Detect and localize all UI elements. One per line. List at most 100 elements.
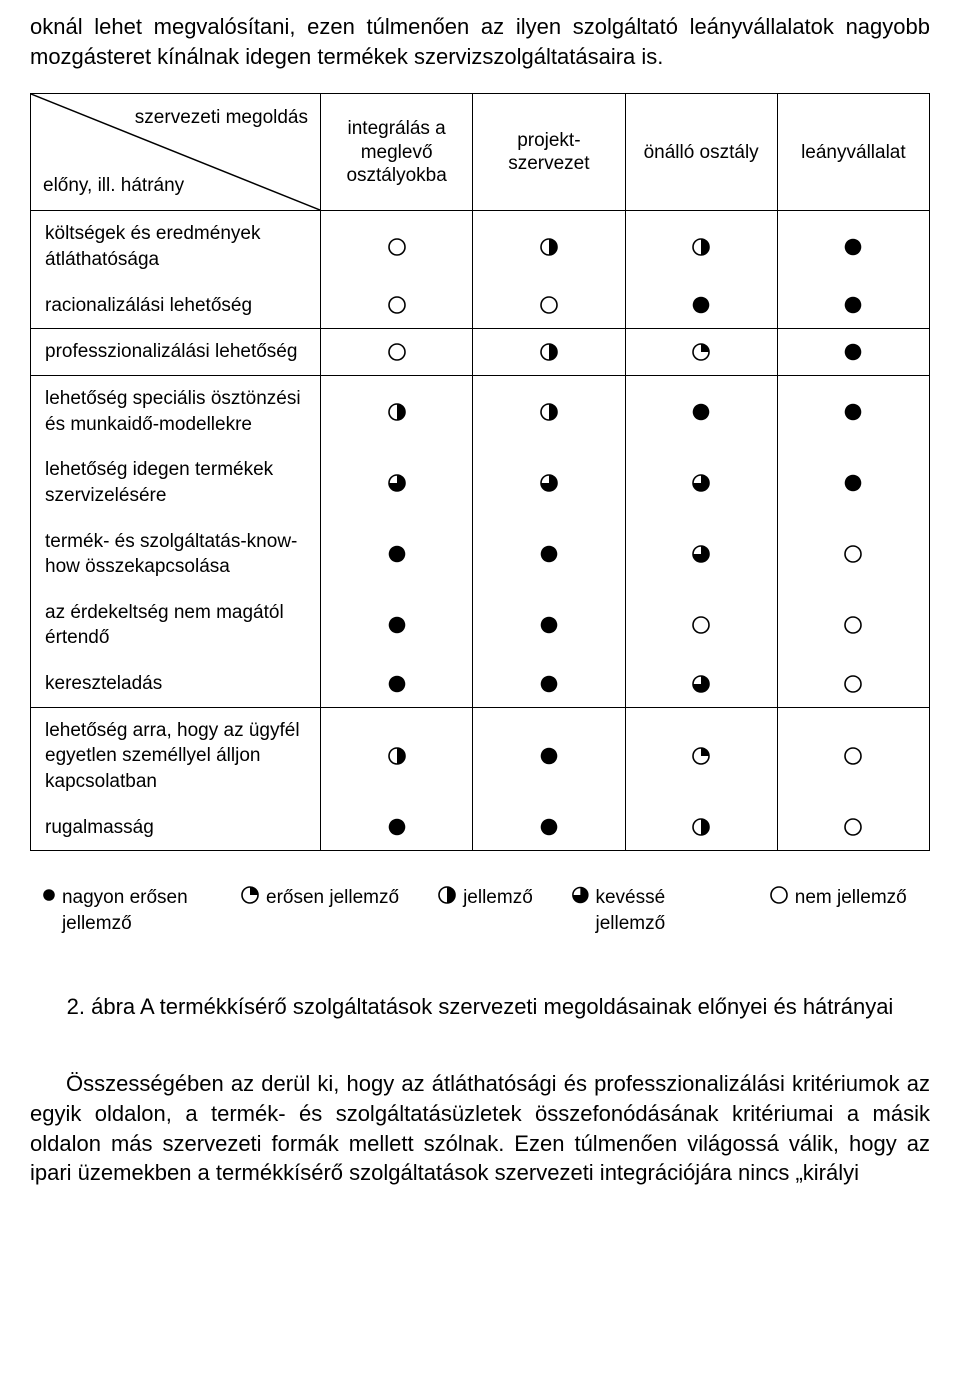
rating-cell [625, 283, 777, 329]
table-row: lehetőség speciális ösztönzési és munkai… [31, 376, 929, 447]
legend-item: erősen jellemző [240, 885, 399, 936]
rating-cell [472, 805, 624, 851]
harvey-half-icon [539, 237, 559, 257]
rating-cell [777, 708, 929, 805]
rating-cell [472, 519, 624, 590]
rating-cell [321, 283, 472, 329]
rating-cell [472, 661, 624, 707]
harvey-full-icon [691, 295, 711, 315]
harvey-threeq-icon [539, 473, 559, 493]
legend: nagyon erősen jellemző erősen jellemző jel… [30, 885, 930, 936]
rating-cell [321, 329, 472, 375]
harvey-full-icon [843, 237, 863, 257]
harvey-half-icon [539, 402, 559, 422]
row-label: kereszteladás [31, 661, 321, 707]
table-row: kereszteladás [31, 661, 929, 707]
harvey-empty-icon [539, 295, 559, 315]
table-row: lehetőség arra, hogy az ügyfél egyetlen … [31, 708, 929, 805]
legend-item: kevéssé jellemző [571, 885, 731, 936]
rating-cell [625, 329, 777, 375]
rating-cell [321, 661, 472, 707]
table-row: költségek és eredmények átláthatósága [31, 211, 929, 282]
row-label: rugalmasság [31, 805, 321, 851]
rating-cell [777, 329, 929, 375]
rating-cell [472, 376, 624, 447]
harvey-empty-icon [843, 544, 863, 564]
body-paragraph: Összességében az derül ki, hogy az átlát… [30, 1069, 930, 1188]
legend-label: nagyon erősen jellemző [62, 885, 202, 936]
row-label: az érdekeltség nem magától értendő [31, 590, 321, 661]
harvey-full-icon [539, 615, 559, 635]
rating-cell [625, 708, 777, 805]
legend-item: nem jellemző [769, 885, 907, 936]
harvey-empty-icon [843, 746, 863, 766]
harvey-threeq-icon [387, 473, 407, 493]
harvey-full-icon [843, 402, 863, 422]
harvey-threeq-icon [571, 885, 590, 905]
harvey-half-icon [691, 237, 711, 257]
row-label: termék- és szolgáltatás-know-how összeka… [31, 519, 321, 590]
table-header-row: szervezeti megoldás előny, ill. hátrány … [31, 94, 929, 210]
harvey-half-icon [437, 885, 457, 905]
harvey-empty-icon [843, 615, 863, 635]
table-row: professzionalizálási lehetőség [31, 329, 929, 375]
harvey-full-icon [42, 885, 56, 905]
rating-cell [777, 376, 929, 447]
rating-cell [472, 283, 624, 329]
rating-cell [321, 211, 472, 282]
legend-label: jellemző [463, 885, 533, 911]
row-label: racionalizálási lehetőség [31, 283, 321, 329]
comparison-table: szervezeti megoldás előny, ill. hátrány … [30, 93, 930, 851]
header-bottom-label: előny, ill. hátrány [43, 173, 184, 199]
harvey-threeq-icon [691, 544, 711, 564]
rating-cell [625, 519, 777, 590]
legend-label: nem jellemző [795, 885, 907, 911]
table-row: termék- és szolgáltatás-know-how összeka… [31, 519, 929, 590]
harvey-quarter-icon [691, 342, 711, 362]
table-row: lehetőség idegen termékek szervizelésére [31, 447, 929, 518]
rating-cell [625, 661, 777, 707]
rating-cell [321, 376, 472, 447]
rating-cell [625, 805, 777, 851]
harvey-full-icon [691, 402, 711, 422]
header-top-label: szervezeti megoldás [135, 106, 308, 130]
legend-item: jellemző [437, 885, 533, 936]
harvey-quarter-icon [691, 746, 711, 766]
row-label: lehetőség speciális ösztönzési és munkai… [31, 376, 321, 447]
rating-cell [321, 590, 472, 661]
harvey-half-icon [539, 342, 559, 362]
table-row: racionalizálási lehetőség [31, 283, 929, 329]
harvey-full-icon [539, 817, 559, 837]
rating-cell [321, 447, 472, 518]
rating-cell [777, 211, 929, 282]
rating-cell [625, 376, 777, 447]
harvey-full-icon [539, 674, 559, 694]
rating-cell [321, 519, 472, 590]
figure-caption: 2. ábra A termékkísérő szolgáltatások sz… [60, 992, 900, 1022]
rating-cell [777, 283, 929, 329]
rating-cell [777, 661, 929, 707]
harvey-full-icon [387, 817, 407, 837]
rating-cell [777, 447, 929, 518]
harvey-full-icon [843, 473, 863, 493]
col-header: önálló osztály [625, 94, 777, 210]
row-label: költségek és eredmények átláthatósága [31, 211, 321, 282]
harvey-empty-icon [843, 817, 863, 837]
rating-cell [472, 211, 624, 282]
intro-text: oknál lehet megvalósítani, ezen túlmenőe… [30, 12, 930, 71]
rating-cell [472, 708, 624, 805]
col-header: projekt-szervezet [472, 94, 624, 210]
table-row: rugalmasság [31, 805, 929, 851]
harvey-empty-icon [843, 674, 863, 694]
harvey-full-icon [843, 295, 863, 315]
harvey-threeq-icon [691, 674, 711, 694]
harvey-full-icon [387, 544, 407, 564]
rating-cell [472, 329, 624, 375]
harvey-empty-icon [387, 342, 407, 362]
table-row: az érdekeltség nem magától értendő [31, 590, 929, 661]
harvey-half-icon [691, 817, 711, 837]
row-label: lehetőség arra, hogy az ügyfél egyetlen … [31, 708, 321, 805]
harvey-threeq-icon [691, 473, 711, 493]
harvey-half-icon [387, 402, 407, 422]
harvey-empty-icon [691, 615, 711, 635]
